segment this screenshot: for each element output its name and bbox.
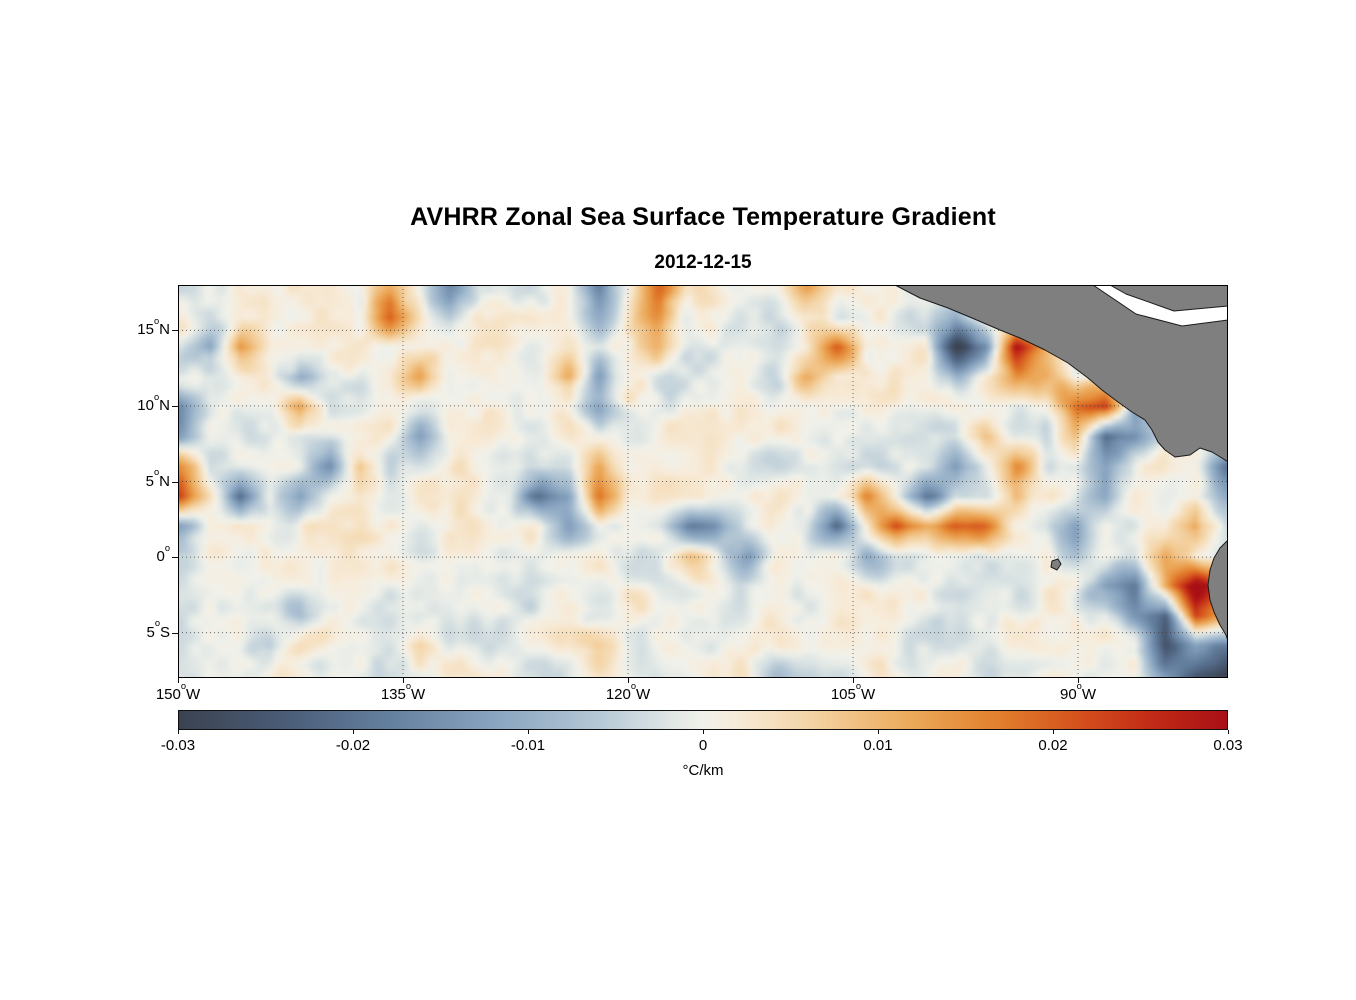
colorbar-tick-label: 0.03 bbox=[1213, 737, 1243, 754]
colorbar-tick-mark bbox=[1228, 730, 1229, 734]
x-tick-label: 90oW bbox=[1059, 680, 1097, 703]
y-tick-label: 0o bbox=[156, 542, 170, 566]
x-tick-mark bbox=[403, 678, 404, 683]
colorbar-tick-label: -0.01 bbox=[510, 737, 546, 754]
y-tick-label: 10oN bbox=[137, 391, 170, 414]
colorbar-tick-label: -0.02 bbox=[335, 737, 371, 754]
x-tick-label: 135oW bbox=[380, 680, 426, 703]
y-tick-mark bbox=[172, 330, 178, 332]
colorbar-tick-mark bbox=[178, 730, 179, 734]
colorbar-tick-mark bbox=[878, 730, 879, 734]
map-plot bbox=[178, 285, 1228, 678]
colorbar-tick-label: -0.03 bbox=[160, 737, 196, 754]
x-tick-label: 150oW bbox=[155, 680, 201, 703]
colorbar-unit-label: °C/km bbox=[682, 762, 724, 779]
colorbar-tick-mark bbox=[353, 730, 354, 734]
chart-title: AVHRR Zonal Sea Surface Temperature Grad… bbox=[410, 203, 996, 231]
y-tick-label: 5oN bbox=[145, 467, 170, 490]
y-tick-mark bbox=[172, 557, 178, 559]
chart-subtitle: 2012-12-15 bbox=[654, 252, 752, 273]
y-tick-mark bbox=[172, 632, 178, 634]
y-tick-label: 5oS bbox=[146, 618, 170, 641]
y-tick-mark bbox=[172, 481, 178, 483]
colorbar-tick-mark bbox=[1053, 730, 1054, 734]
y-tick-label: 15oN bbox=[137, 316, 170, 339]
colorbar-tick-label: 0.02 bbox=[1038, 737, 1068, 754]
colorbar bbox=[178, 710, 1228, 730]
x-tick-label: 105oW bbox=[830, 680, 876, 703]
sst-gradient-heatmap bbox=[178, 285, 1228, 678]
x-tick-mark bbox=[1078, 678, 1079, 683]
x-tick-label: 120oW bbox=[605, 680, 651, 703]
colorbar-tick-mark bbox=[528, 730, 529, 734]
colorbar-tick-mark bbox=[703, 730, 704, 734]
x-tick-mark bbox=[178, 678, 179, 683]
colorbar-tick-label: 0 bbox=[698, 737, 708, 754]
y-tick-mark bbox=[172, 405, 178, 407]
colorbar-gradient bbox=[179, 711, 1227, 729]
x-tick-mark bbox=[628, 678, 629, 683]
colorbar-tick-label: 0.01 bbox=[863, 737, 893, 754]
x-tick-mark bbox=[853, 678, 854, 683]
